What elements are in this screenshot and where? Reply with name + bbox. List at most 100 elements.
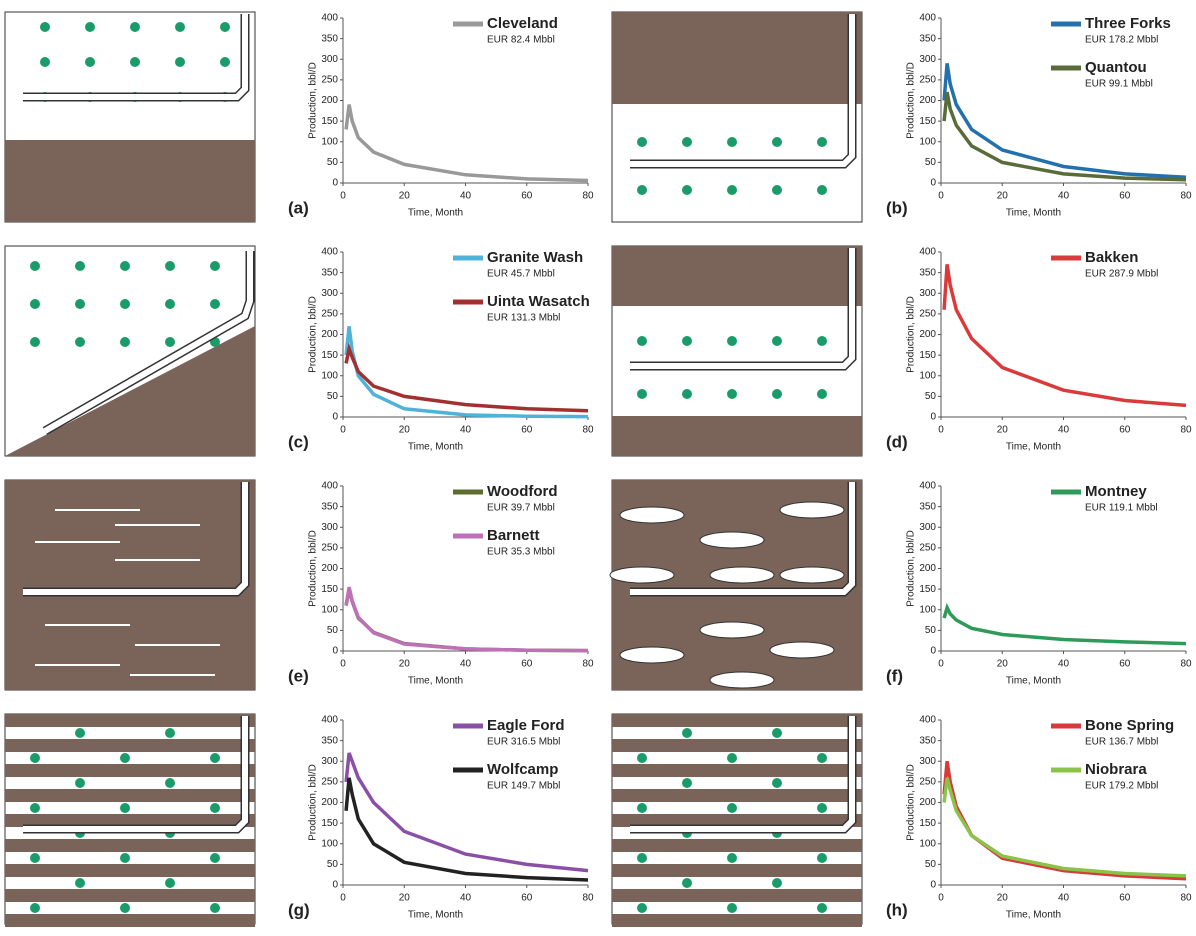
y-tick-label: 50 bbox=[925, 859, 937, 870]
y-tick-label: 100 bbox=[321, 136, 338, 147]
droplet bbox=[30, 261, 40, 271]
y-tick-label: 200 bbox=[321, 797, 338, 808]
series-line bbox=[942, 777, 1187, 878]
series-line bbox=[344, 342, 589, 413]
y-tick-label: 50 bbox=[925, 157, 937, 168]
droplet bbox=[727, 853, 737, 863]
y-tick-label: 150 bbox=[321, 350, 338, 361]
rock-layer bbox=[5, 864, 255, 877]
y-tick-label: 50 bbox=[327, 625, 339, 636]
y-tick-label: 400 bbox=[919, 715, 936, 726]
x-tick-label: 20 bbox=[997, 191, 1009, 202]
droplet bbox=[75, 878, 85, 888]
x-tick-label: 80 bbox=[1180, 659, 1192, 670]
panel-label: (a) bbox=[288, 198, 309, 217]
legend-eur: EUR 99.1 Mbbl bbox=[1085, 79, 1153, 90]
y-tick-label: 200 bbox=[919, 797, 936, 808]
rock-layer bbox=[612, 789, 862, 802]
legend-label: Three Forks bbox=[1085, 15, 1171, 32]
lens bbox=[699, 531, 765, 549]
y-axis-label: Production, bbl/D bbox=[308, 62, 319, 139]
y-tick-label: 50 bbox=[327, 391, 339, 402]
legend-eur: EUR 35.3 Mbbl bbox=[487, 547, 555, 558]
y-tick-label: 0 bbox=[332, 178, 338, 189]
droplet bbox=[120, 853, 130, 863]
droplet bbox=[85, 57, 95, 67]
y-tick-label: 250 bbox=[919, 75, 936, 86]
legend-eur: EUR 136.7 Mbbl bbox=[1085, 737, 1158, 748]
y-tick-label: 200 bbox=[321, 329, 338, 340]
y-tick-label: 400 bbox=[919, 13, 936, 24]
droplet bbox=[210, 853, 220, 863]
x-axis-label: Time, Month bbox=[1006, 208, 1061, 219]
y-tick-label: 50 bbox=[327, 859, 339, 870]
droplet bbox=[30, 903, 40, 913]
x-tick-label: 40 bbox=[460, 659, 472, 670]
panel-label: (d) bbox=[886, 432, 908, 451]
lens bbox=[619, 646, 685, 664]
y-tick-label: 0 bbox=[332, 412, 338, 423]
panel-label: (b) bbox=[886, 198, 908, 217]
droplet bbox=[817, 903, 827, 913]
legend-label: Montney bbox=[1085, 483, 1147, 500]
y-tick-label: 50 bbox=[925, 625, 937, 636]
y-tick-label: 400 bbox=[919, 481, 936, 492]
droplet bbox=[727, 137, 737, 147]
droplet bbox=[772, 728, 782, 738]
series-line bbox=[344, 586, 589, 653]
lens bbox=[699, 621, 765, 639]
droplet bbox=[637, 389, 647, 399]
y-tick-label: 350 bbox=[919, 33, 936, 44]
droplet bbox=[682, 778, 692, 788]
droplet bbox=[75, 778, 85, 788]
y-tick-label: 400 bbox=[321, 715, 338, 726]
x-axis-label: Time, Month bbox=[408, 442, 463, 453]
series-line bbox=[942, 264, 1187, 408]
x-tick-label: 40 bbox=[1058, 425, 1070, 436]
y-tick-label: 200 bbox=[919, 95, 936, 106]
y-tick-label: 150 bbox=[919, 584, 936, 595]
droplet bbox=[772, 185, 782, 195]
rock-layer bbox=[612, 714, 862, 727]
rock-layer bbox=[612, 839, 862, 852]
x-tick-label: 60 bbox=[1119, 659, 1131, 670]
x-tick-label: 0 bbox=[340, 659, 346, 670]
x-tick-label: 20 bbox=[997, 425, 1009, 436]
legend-eur: EUR 82.4 Mbbl bbox=[487, 35, 555, 46]
y-tick-label: 350 bbox=[321, 33, 338, 44]
droplet bbox=[85, 22, 95, 32]
droplet bbox=[637, 753, 647, 763]
y-tick-label: 400 bbox=[919, 247, 936, 258]
rock-layer bbox=[612, 914, 862, 927]
droplet bbox=[210, 753, 220, 763]
rock-layer bbox=[612, 889, 862, 902]
legend-label: Quantou bbox=[1085, 59, 1147, 76]
y-axis-label: Production, bbl/D bbox=[308, 530, 319, 607]
rock bbox=[612, 416, 862, 456]
series-line bbox=[344, 777, 589, 882]
legend-label: Uinta Wasatch bbox=[487, 293, 590, 310]
y-axis-label: Production, bbl/D bbox=[906, 764, 917, 841]
y-tick-label: 300 bbox=[321, 522, 338, 533]
droplet bbox=[772, 778, 782, 788]
y-tick-label: 350 bbox=[321, 267, 338, 278]
rock-layer bbox=[5, 914, 255, 927]
rock bbox=[612, 246, 862, 306]
droplet bbox=[75, 337, 85, 347]
x-axis-label: Time, Month bbox=[408, 910, 463, 921]
y-tick-label: 400 bbox=[321, 13, 338, 24]
rock-layer bbox=[5, 714, 255, 727]
x-tick-label: 60 bbox=[521, 191, 533, 202]
y-axis-label: Production, bbl/D bbox=[906, 62, 917, 139]
y-tick-label: 100 bbox=[919, 136, 936, 147]
y-tick-label: 100 bbox=[321, 604, 338, 615]
droplet bbox=[210, 803, 220, 813]
y-tick-label: 300 bbox=[919, 522, 936, 533]
droplet bbox=[40, 22, 50, 32]
x-tick-label: 0 bbox=[340, 191, 346, 202]
droplet bbox=[220, 22, 230, 32]
lens bbox=[709, 671, 775, 689]
y-tick-label: 200 bbox=[321, 95, 338, 106]
legend-label: Woodford bbox=[487, 483, 558, 500]
